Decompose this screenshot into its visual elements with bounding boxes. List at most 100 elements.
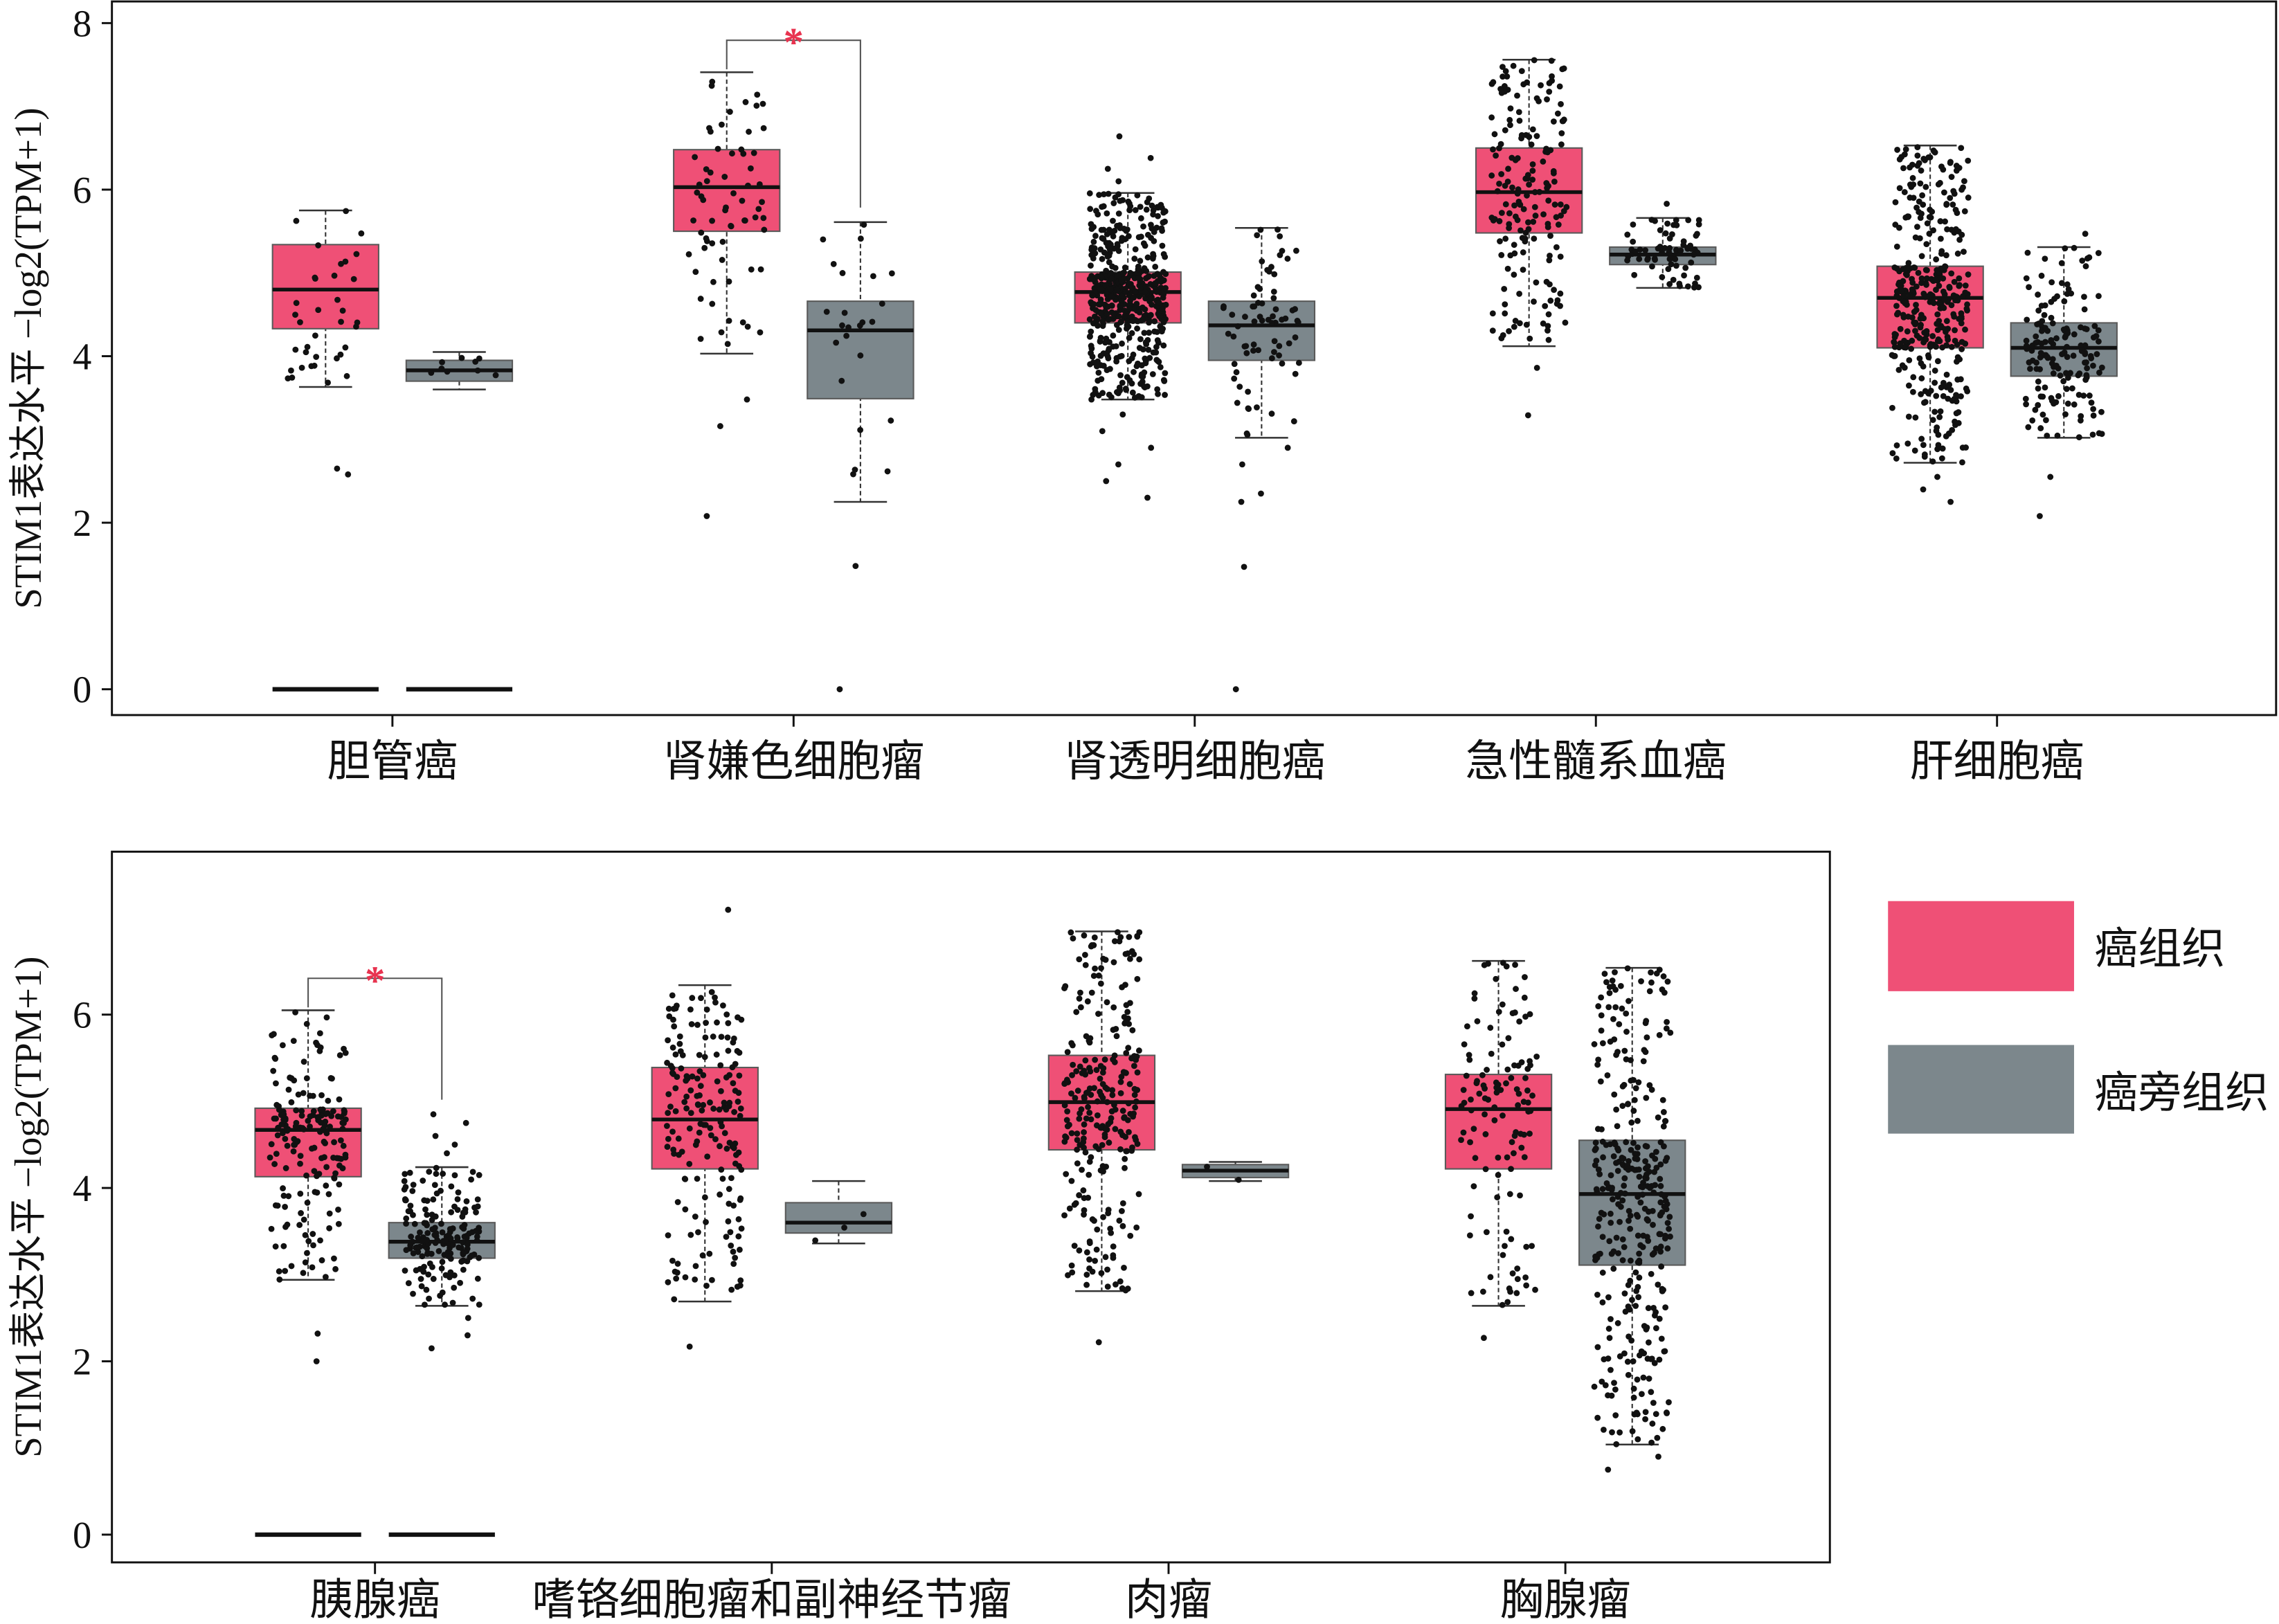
jitter-point: [1553, 214, 1560, 221]
jitter-point: [1644, 1163, 1651, 1170]
jitter-point: [2039, 393, 2046, 400]
jitter-point: [1293, 247, 1299, 254]
jitter-point: [415, 1234, 422, 1241]
jitter-point: [1524, 79, 1531, 86]
jitter-point: [1685, 217, 1692, 224]
jitter-point: [2082, 351, 2089, 357]
jitter-point: [718, 1088, 724, 1094]
jitter-point: [282, 1267, 289, 1274]
jitter-point: [1555, 222, 1562, 228]
jitter-point: [440, 1171, 447, 1177]
jitter-point: [1242, 314, 1248, 320]
jitter-point: [734, 1283, 741, 1290]
jitter-point: [1931, 408, 1938, 415]
jitter-point: [1524, 172, 1531, 179]
jitter-point: [1544, 327, 1551, 334]
jitter-point: [304, 343, 311, 350]
jitter-point: [476, 1254, 483, 1261]
jitter-point: [1656, 1031, 1663, 1038]
jitter-point: [1918, 253, 1925, 260]
outlier-point: [2036, 513, 2043, 519]
jitter-point: [723, 1145, 730, 1152]
jitter-point: [2035, 291, 2042, 298]
jitter-point: [2042, 325, 2048, 332]
jitter-point: [1497, 238, 1503, 244]
jitter-point: [687, 1231, 694, 1238]
jitter-point: [1131, 255, 1138, 262]
jitter-point: [1531, 189, 1538, 195]
jitter-point: [1904, 271, 1910, 278]
jitter-point: [1914, 162, 1921, 169]
jitter-point: [1110, 1004, 1117, 1011]
jitter-point: [1104, 1283, 1111, 1290]
jitter-point: [1276, 343, 1283, 350]
jitter-point: [1074, 1130, 1081, 1137]
jitter-point: [1629, 1297, 1635, 1303]
jitter-point: [1295, 319, 1301, 326]
jitter-point: [444, 368, 451, 375]
jitter-point: [1596, 1251, 1603, 1258]
jitter-point: [268, 1225, 275, 1232]
jitter-point: [2026, 284, 2032, 291]
jitter-point: [340, 1142, 347, 1149]
jitter-point: [1133, 300, 1140, 307]
jitter-point: [1529, 177, 1536, 183]
jitter-point: [723, 1074, 730, 1081]
jitter-point: [1130, 1113, 1136, 1120]
jitter-point: [2042, 417, 2049, 424]
jitter-point: [1095, 1146, 1102, 1153]
jitter-point: [1086, 333, 1093, 340]
jitter-point: [686, 1125, 693, 1132]
jitter-point: [870, 273, 876, 280]
jitter-point: [1661, 1193, 1668, 1200]
jitter-point: [1625, 1207, 1632, 1214]
jitter-point: [1128, 284, 1135, 291]
jitter-point: [2078, 417, 2084, 424]
jitter-point: [1623, 1139, 1630, 1146]
jitter-point: [1099, 1094, 1106, 1101]
jitter-point: [841, 309, 848, 316]
jitter-point: [1591, 1383, 1598, 1390]
jitter-point: [1083, 1115, 1090, 1122]
jitter-point: [1901, 364, 1908, 371]
jitter-point: [676, 1033, 683, 1040]
jitter-point: [1907, 195, 1913, 201]
jitter-point: [1088, 1154, 1095, 1161]
jitter-point: [1907, 164, 1913, 171]
jitter-point: [738, 146, 745, 153]
jitter-point: [1918, 391, 1925, 397]
jitter-point: [1126, 305, 1133, 312]
jitter-point: [1611, 1380, 1617, 1387]
jitter-point: [1895, 366, 1902, 373]
jitter-point: [1144, 254, 1151, 261]
jitter-point: [2048, 298, 2055, 305]
jitter-point: [1124, 950, 1131, 957]
jitter-point: [1630, 1076, 1637, 1083]
jitter-point: [1599, 1299, 1606, 1306]
jitter-point: [1648, 1086, 1655, 1093]
jitter-point: [300, 1058, 307, 1065]
jitter-point: [1517, 1192, 1523, 1199]
jitter-point: [1516, 291, 1523, 297]
jitter-point: [1115, 929, 1121, 936]
jitter-point: [1127, 1232, 1134, 1239]
jitter-point: [1931, 368, 1938, 374]
jitter-point: [1068, 1090, 1074, 1097]
jitter-point: [1502, 1243, 1508, 1249]
outlier-point: [1144, 494, 1151, 501]
jitter-point: [1113, 354, 1120, 361]
jitter-point: [1292, 306, 1298, 312]
jitter-point: [1112, 1106, 1119, 1113]
jitter-point: [2064, 281, 2071, 288]
jitter-point: [712, 999, 719, 1006]
jitter-point: [732, 1160, 739, 1167]
jitter-point: [331, 1139, 337, 1146]
jitter-point: [1916, 235, 1923, 242]
jitter-point: [1954, 341, 1961, 348]
jitter-point: [1496, 180, 1502, 187]
jitter-point: [1930, 227, 1936, 234]
jitter-point: [1914, 144, 1921, 151]
jitter-point: [1107, 1119, 1114, 1126]
jitter-point: [687, 1087, 694, 1094]
jitter-point: [1254, 232, 1261, 239]
